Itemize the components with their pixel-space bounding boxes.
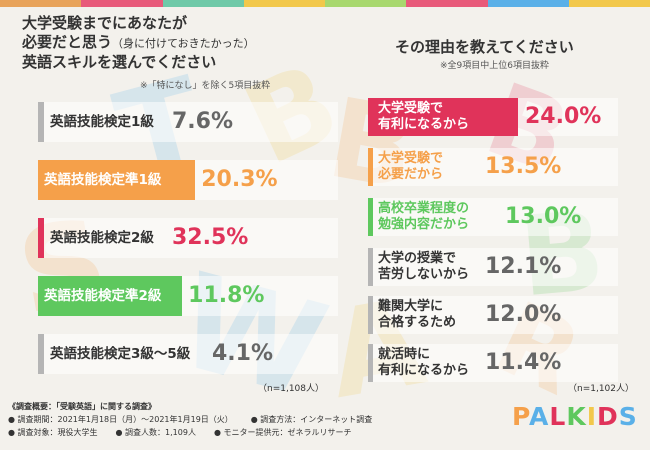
survey-overview: 《調査概要：「受験英語」に関する調査》 ● 調査期間：2021年1月18日（月）…	[8, 400, 488, 439]
left-bar-label: 英語技能検定準2級	[38, 276, 183, 316]
right-bar-value: 13.0%	[505, 204, 582, 229]
logo-letter: L	[549, 402, 567, 431]
left-title-line2-small: （身に付けておきたかった）	[112, 37, 255, 50]
left-row-panel	[38, 102, 338, 142]
right-bar-label: 大学の授業で 苦労しないから	[368, 248, 488, 286]
left-bar-label: 英語技能検定2級	[38, 218, 154, 258]
logo-letter: A	[529, 402, 550, 431]
right-bar-label: 大学受験で 必要だから	[368, 148, 488, 186]
right-bar-label: 就活時に 有利になるから	[368, 344, 488, 382]
survey-row-1: ● 調査期間：2021年1月18日（月）～2021年1月19日（火） ● 調査方…	[8, 413, 488, 426]
right-bar-value: 12.0%	[485, 302, 562, 327]
left-title-line3: 英語スキルを選んでください	[22, 53, 217, 71]
stripe-segment	[325, 0, 407, 7]
survey-count: ● 調査人数：1,109人	[115, 428, 196, 437]
right-bar-label: 難関大学に 合格するため	[368, 296, 488, 334]
left-bar-value: 11.8%	[188, 283, 265, 308]
survey-method: ● 調査方法：インターネット調査	[250, 415, 373, 424]
right-bar-value: 13.5%	[485, 154, 562, 179]
logo-letter: D	[597, 402, 619, 431]
left-bar-value: 32.5%	[172, 225, 249, 250]
left-bar-label: 英語技能検定準1級	[38, 160, 196, 200]
right-bar-value: 12.1%	[485, 254, 562, 279]
left-title-line2-main: 必要だと思う	[22, 33, 113, 51]
right-bar-label: 大学受験で 有利になるから	[368, 98, 518, 136]
right-bar-label: 高校卒業程度の 勉強内容だから	[368, 198, 503, 236]
left-bar-value: 20.3%	[201, 167, 278, 192]
left-bar-label: 英語技能検定1級	[38, 102, 154, 142]
right-chart-title: その理由を教えてください	[395, 38, 574, 56]
right-sample-size: （n=1,102人）	[568, 384, 635, 394]
left-chart-title: 大学受験までにあなたが 必要だと思う（身に付けておきたかった） 英語スキルを選ん…	[22, 14, 322, 72]
left-chart-note: ※「特になし」を除く5項目抜粋	[140, 81, 271, 91]
right-row-panel	[368, 148, 618, 186]
right-row-panel	[368, 248, 618, 286]
right-bar-value: 24.0%	[525, 104, 602, 129]
stripe-segment	[568, 0, 650, 7]
palkids-logo: PALKIDS	[512, 402, 638, 431]
stripe-segment	[406, 0, 488, 7]
right-bar-value: 11.4%	[485, 350, 562, 375]
survey-target: ● 調査対象：現役大学生	[8, 428, 98, 437]
bg-letter-decoration: S	[8, 193, 118, 346]
right-row-panel	[368, 344, 618, 382]
survey-heading: 《調査概要：「受験英語」に関する調査》	[8, 402, 156, 411]
stripe-segment	[162, 0, 244, 7]
left-bar-value: 4.1%	[212, 341, 274, 366]
left-title-line1: 大学受験までにあなたが	[22, 14, 188, 32]
left-bar-label: 英語技能検定3級～5級	[38, 334, 190, 374]
left-row-panel	[38, 334, 338, 374]
left-title-line2: 必要だと思う（身に付けておきたかった）	[22, 33, 322, 53]
stripe-segment	[81, 0, 163, 7]
right-row-panel	[368, 296, 618, 334]
right-row-panel	[368, 198, 618, 236]
stripe-segment	[487, 0, 569, 7]
left-sample-size: （n=1,108人）	[258, 384, 325, 394]
logo-letter: P	[512, 402, 530, 431]
survey-row-2: ● 調査対象：現役大学生 ● 調査人数：1,109人 ● モニター提供元：ゼネラ…	[8, 426, 488, 439]
survey-period: ● 調査期間：2021年1月18日（月）～2021年1月19日（火）	[8, 415, 233, 424]
logo-letter: K	[566, 402, 587, 431]
logo-letter: S	[618, 402, 638, 431]
left-row-panel	[38, 218, 338, 258]
stripe-segment	[243, 0, 325, 7]
logo-letter: I	[586, 402, 598, 431]
stripe-segment	[0, 0, 82, 7]
survey-provider: ● モニター提供元：ゼネラルリサーチ	[213, 428, 352, 437]
left-bar-value: 7.6%	[172, 109, 234, 134]
right-chart-note: ※全9項目中上位6項目抜粋	[440, 61, 549, 71]
